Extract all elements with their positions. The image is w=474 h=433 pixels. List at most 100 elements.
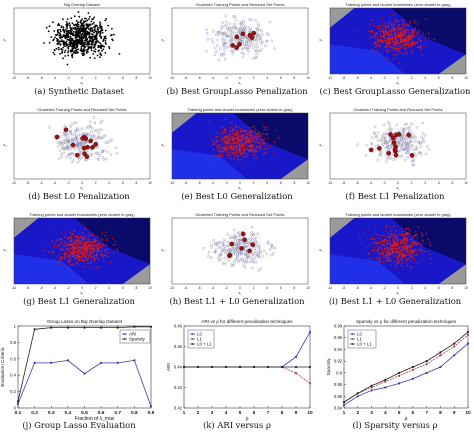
training-point [232, 253, 235, 256]
training-point [63, 252, 66, 254]
training-point [414, 242, 416, 244]
reduced-set-point [234, 34, 239, 40]
data-point [67, 36, 70, 39]
training-point [244, 156, 246, 158]
training-point [230, 130, 233, 132]
training-point [410, 240, 413, 243]
training-point [259, 134, 261, 136]
x-tick-label: 0 [81, 286, 83, 290]
data-point [94, 27, 96, 29]
x-tick-label: 0 [397, 181, 399, 185]
training-point [265, 39, 268, 43]
training-point [62, 133, 65, 137]
training-point [75, 245, 78, 247]
data-point [83, 46, 86, 49]
data-point [294, 355, 298, 358]
training-point [384, 146, 387, 150]
training-point [74, 257, 77, 259]
data-point [82, 22, 85, 24]
training-point [401, 241, 404, 244]
panel-e: Training points and cluster boundaries (… [158, 105, 316, 210]
training-point [259, 267, 262, 271]
training-point [412, 253, 414, 255]
training-point [250, 260, 253, 264]
data-point [53, 53, 56, 56]
training-point [381, 50, 383, 52]
training-point [421, 131, 425, 135]
region-gray [438, 264, 466, 284]
x-tick-label: 6 [412, 410, 415, 416]
training-point [255, 52, 258, 56]
data-point [62, 57, 64, 60]
data-point [69, 26, 71, 29]
training-point [382, 253, 384, 255]
training-point [379, 40, 381, 42]
training-point [253, 137, 256, 139]
y-tick-label: 0.9 [336, 370, 342, 375]
data-point [92, 21, 95, 24]
chart-sparsity-vs-rho: Sparsity vs ρ for different penalization… [326, 319, 471, 422]
training-point [228, 152, 231, 155]
training-point [212, 140, 215, 142]
training-point [221, 21, 224, 24]
data-point [55, 37, 58, 40]
legend-box [187, 329, 215, 349]
training-point [257, 131, 259, 133]
region-gray [438, 54, 466, 74]
training-point [77, 133, 81, 137]
legend-marker [191, 333, 194, 335]
training-point [99, 250, 101, 252]
training-point [254, 135, 256, 137]
x-tick-label: -10 [170, 76, 175, 80]
training-point [77, 237, 80, 239]
data-point [47, 30, 50, 33]
data-point [59, 28, 61, 31]
training-point [58, 141, 62, 144]
training-point [242, 135, 244, 137]
training-point [418, 38, 420, 41]
data-point [73, 24, 75, 26]
training-point [214, 251, 218, 254]
training-point [403, 39, 405, 41]
data-point [86, 19, 89, 22]
training-point [77, 236, 79, 238]
training-point [427, 32, 430, 35]
training-point [235, 32, 238, 35]
training-point [393, 240, 395, 242]
training-point [73, 245, 76, 247]
data-point [108, 46, 110, 48]
training-point [226, 135, 228, 137]
data-point [97, 30, 100, 32]
data-point [76, 45, 79, 47]
training-point [261, 254, 265, 258]
training-point [274, 129, 276, 131]
training-point [233, 151, 235, 154]
training-point [406, 24, 408, 26]
training-point [252, 152, 254, 154]
training-point [202, 247, 205, 250]
training-point [212, 29, 215, 33]
training-point [420, 249, 422, 251]
training-point [409, 44, 411, 46]
training-point [80, 256, 82, 258]
data-point [87, 51, 89, 53]
training-point [411, 144, 414, 148]
training-point [430, 258, 433, 260]
training-point [252, 148, 254, 150]
training-point [82, 237, 84, 239]
training-point [220, 32, 224, 35]
data-point [77, 25, 80, 28]
data-point [63, 42, 65, 45]
y-tick-label: 0.8 [10, 340, 16, 345]
training-point [85, 228, 87, 230]
training-point [397, 140, 401, 144]
training-point [409, 229, 411, 232]
training-point [217, 31, 220, 34]
data-point [99, 56, 101, 59]
data-point [66, 326, 69, 329]
training-point [88, 246, 91, 249]
training-point [382, 36, 384, 38]
legend-label: L0 [357, 332, 362, 337]
training-point [379, 253, 381, 255]
training-point [400, 38, 402, 41]
